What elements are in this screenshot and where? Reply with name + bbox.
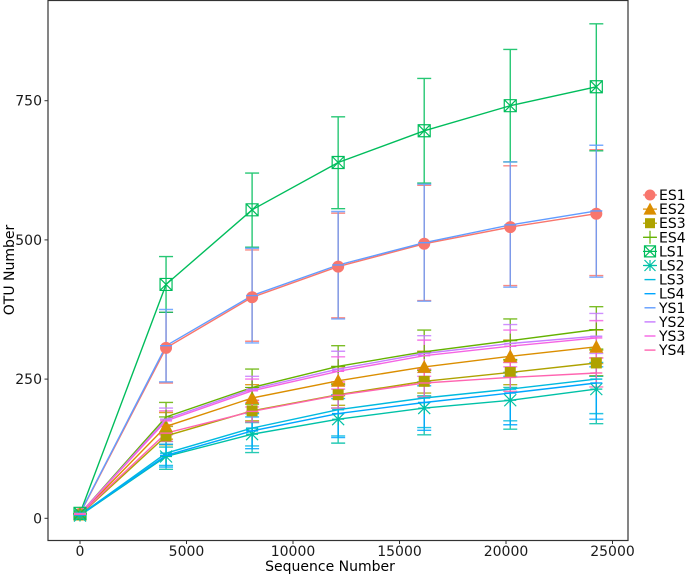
error-bars-es1 <box>159 150 603 383</box>
y-tick-label: 0 <box>33 511 42 527</box>
x-tick-label: 15000 <box>377 544 422 560</box>
x-axis-title: Sequence Number <box>265 559 395 574</box>
square-marker-icon <box>505 367 516 378</box>
x-tick-label: 20000 <box>484 544 529 560</box>
legend-item-ys4: YS4 <box>645 343 685 359</box>
y-tick-label: 500 <box>15 233 42 249</box>
error-bars-es2 <box>159 330 603 439</box>
y-axis: 0 250 500 750 <box>15 94 48 528</box>
circle-marker-icon <box>590 208 602 220</box>
square-marker-icon <box>591 357 602 368</box>
square-marker-icon <box>419 376 430 387</box>
y-tick-label: 750 <box>15 94 42 110</box>
asterisk-marker-icon <box>246 428 258 440</box>
legend-label: YS4 <box>658 343 685 359</box>
asterisk-marker-icon <box>332 413 344 425</box>
y-axis-title: OTU Number <box>2 225 18 316</box>
asterisk-marker-icon <box>590 383 602 395</box>
y-tick-label: 250 <box>15 372 42 388</box>
x-axis: 0 5000 10000 15000 20000 25000 <box>76 541 635 561</box>
asterisk-marker-icon <box>504 394 516 406</box>
triangle-marker-icon <box>589 340 603 353</box>
circle-marker-icon <box>160 342 172 354</box>
error-bars-ys1 <box>159 145 603 382</box>
asterisk-marker-icon <box>160 450 172 462</box>
asterisk-marker-icon <box>418 402 430 414</box>
plus-marker-icon <box>589 323 603 337</box>
error-bars-ls1 <box>159 24 603 312</box>
x-tick-label: 25000 <box>590 544 635 560</box>
square-marker-icon <box>161 430 172 441</box>
plot-area <box>73 24 603 522</box>
circle-marker-icon <box>418 238 430 250</box>
circle-marker-icon <box>246 291 258 303</box>
error-bars-ls4 <box>159 367 603 467</box>
x-tick-label: 5000 <box>169 544 205 560</box>
x-tick-label: 0 <box>76 544 85 560</box>
circle-marker-icon <box>504 221 516 233</box>
x-tick-label: 10000 <box>271 544 316 560</box>
circle-marker-icon <box>332 261 344 273</box>
